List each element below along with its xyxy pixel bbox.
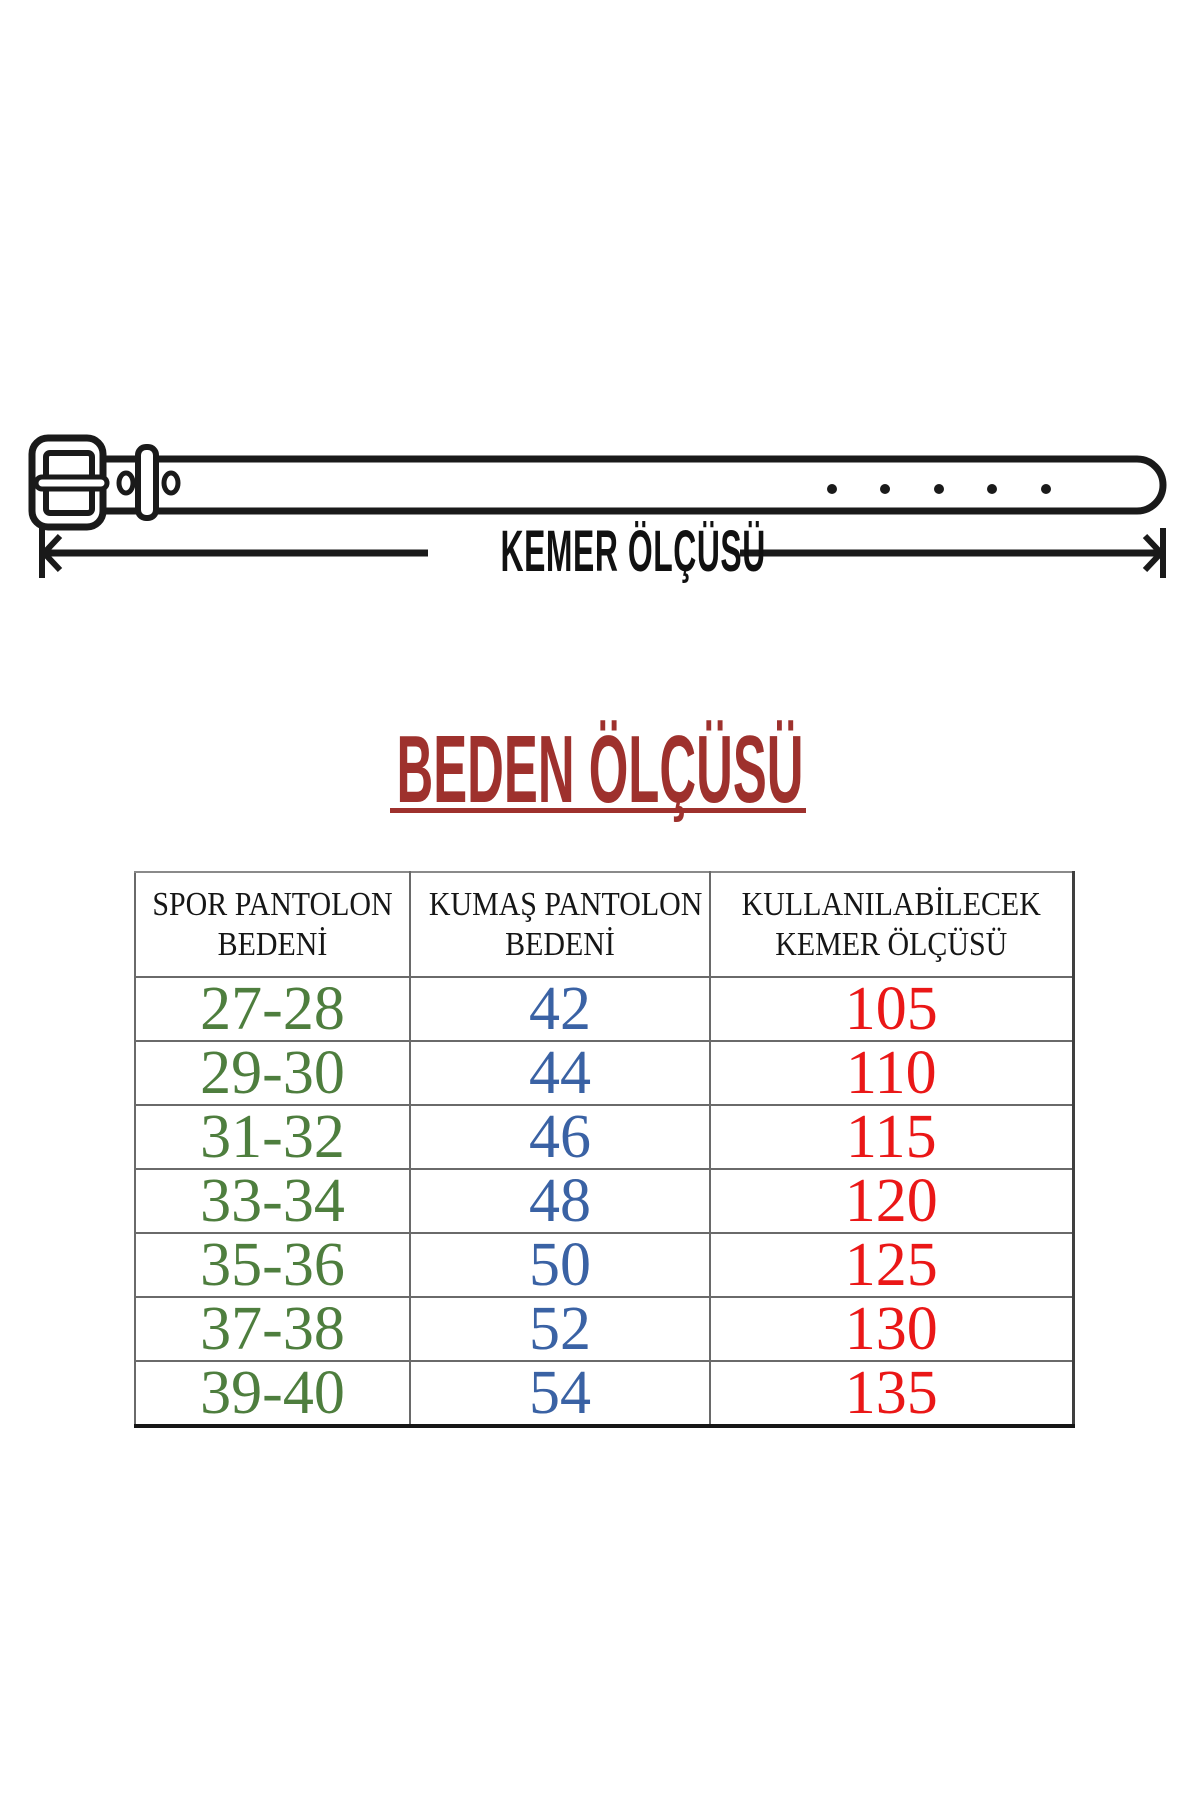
cell-sport-size: 31-32 [134, 1104, 411, 1170]
cell-belt-size: 115 [709, 1104, 1074, 1170]
title-underline [390, 808, 806, 813]
belt-hole-near-keeper [161, 470, 181, 496]
cell-fabric-size: 50 [409, 1232, 711, 1298]
table-header-row: SPOR PANTOLON BEDENİ KUMAŞ PANTOLON BEDE… [134, 871, 1074, 978]
cell-fabric-size: 44 [409, 1040, 711, 1106]
cell-fabric-size: 52 [409, 1296, 711, 1362]
table-row: 27-28 42 105 [134, 976, 1074, 1042]
cell-fabric-size: 54 [409, 1360, 711, 1427]
cell-sport-size: 33-34 [134, 1168, 411, 1234]
table-row: 39-40 54 135 [134, 1360, 1074, 1427]
belt-measure-label: KEMER ÖLÇÜSÜ [500, 519, 766, 584]
cell-sport-size: 39-40 [134, 1360, 411, 1427]
cell-belt-size: 110 [709, 1040, 1074, 1106]
table-row: 29-30 44 110 [134, 1040, 1074, 1106]
measure-arrow [39, 528, 1166, 578]
page-title: BEDEN ÖLÇÜSÜ [396, 716, 804, 823]
cell-sport-size: 35-36 [134, 1232, 411, 1298]
belt-holes [827, 484, 1051, 494]
cell-belt-size: 125 [709, 1232, 1074, 1298]
table-row: 31-32 46 115 [134, 1104, 1074, 1170]
cell-belt-size: 120 [709, 1168, 1074, 1234]
cell-fabric-size: 48 [409, 1168, 711, 1234]
cell-belt-size: 105 [709, 976, 1074, 1042]
cell-sport-size: 29-30 [134, 1040, 411, 1106]
belt-strap [92, 455, 1167, 515]
size-table: SPOR PANTOLON BEDENİ KUMAŞ PANTOLON BEDE… [134, 871, 1075, 1428]
belt-buckle-prong [33, 474, 110, 492]
table-row: 37-38 52 130 [134, 1296, 1074, 1362]
cell-fabric-size: 46 [409, 1104, 711, 1170]
cell-belt-size: 135 [709, 1360, 1074, 1427]
cell-sport-size: 37-38 [134, 1296, 411, 1362]
table-row: 35-36 50 125 [134, 1232, 1074, 1298]
belt-keeper-loop [135, 444, 159, 521]
cell-sport-size: 27-28 [134, 976, 411, 1042]
belt-illustration-icon [28, 434, 1167, 578]
header-belt-size: KULLANILABİLECEK KEMER ÖLÇÜSÜ [709, 871, 1074, 978]
cell-fabric-size: 42 [409, 976, 711, 1042]
header-fabric-size: KUMAŞ PANTOLON BEDENİ [409, 871, 711, 978]
belt-hole-near-buckle [116, 470, 136, 496]
cell-belt-size: 130 [709, 1296, 1074, 1362]
table-row: 33-34 48 120 [134, 1168, 1074, 1234]
header-sport-size: SPOR PANTOLON BEDENİ [134, 871, 411, 978]
